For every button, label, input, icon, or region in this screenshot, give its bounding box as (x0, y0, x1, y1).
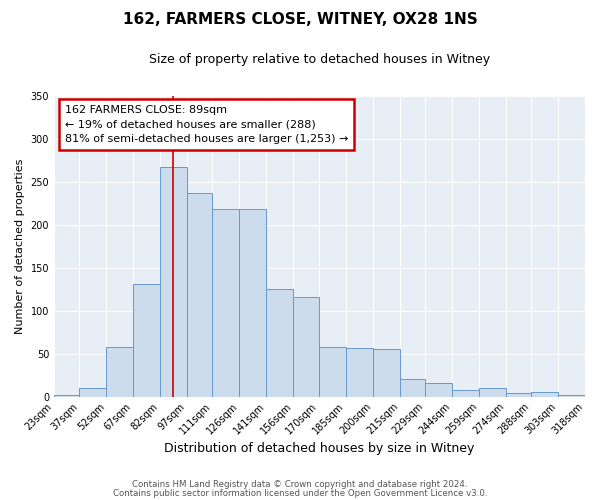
Text: 162 FARMERS CLOSE: 89sqm
← 19% of detached houses are smaller (288)
81% of semi-: 162 FARMERS CLOSE: 89sqm ← 19% of detach… (65, 105, 348, 144)
Text: Contains HM Land Registry data © Crown copyright and database right 2024.: Contains HM Land Registry data © Crown c… (132, 480, 468, 489)
X-axis label: Distribution of detached houses by size in Witney: Distribution of detached houses by size … (164, 442, 475, 455)
Bar (187, 193, 212, 396)
Bar (346, 348, 373, 397)
Bar (373, 350, 400, 397)
Bar (558, 395, 585, 396)
Bar (54, 395, 79, 396)
Y-axis label: Number of detached properties: Number of detached properties (15, 158, 25, 334)
Bar (506, 393, 531, 396)
Bar (133, 284, 160, 397)
Bar (239, 210, 266, 396)
Title: Size of property relative to detached houses in Witney: Size of property relative to detached ho… (149, 52, 490, 66)
Bar (266, 289, 293, 397)
Text: Contains public sector information licensed under the Open Government Licence v3: Contains public sector information licen… (113, 488, 487, 498)
Bar (319, 347, 346, 397)
Bar (79, 388, 106, 396)
Bar (160, 167, 187, 396)
Bar (400, 380, 425, 396)
Bar (479, 388, 506, 396)
Bar (293, 297, 319, 396)
Bar (106, 347, 133, 397)
Bar (531, 392, 558, 396)
Text: 162, FARMERS CLOSE, WITNEY, OX28 1NS: 162, FARMERS CLOSE, WITNEY, OX28 1NS (122, 12, 478, 28)
Bar (452, 390, 479, 396)
Bar (425, 383, 452, 396)
Bar (212, 210, 239, 396)
